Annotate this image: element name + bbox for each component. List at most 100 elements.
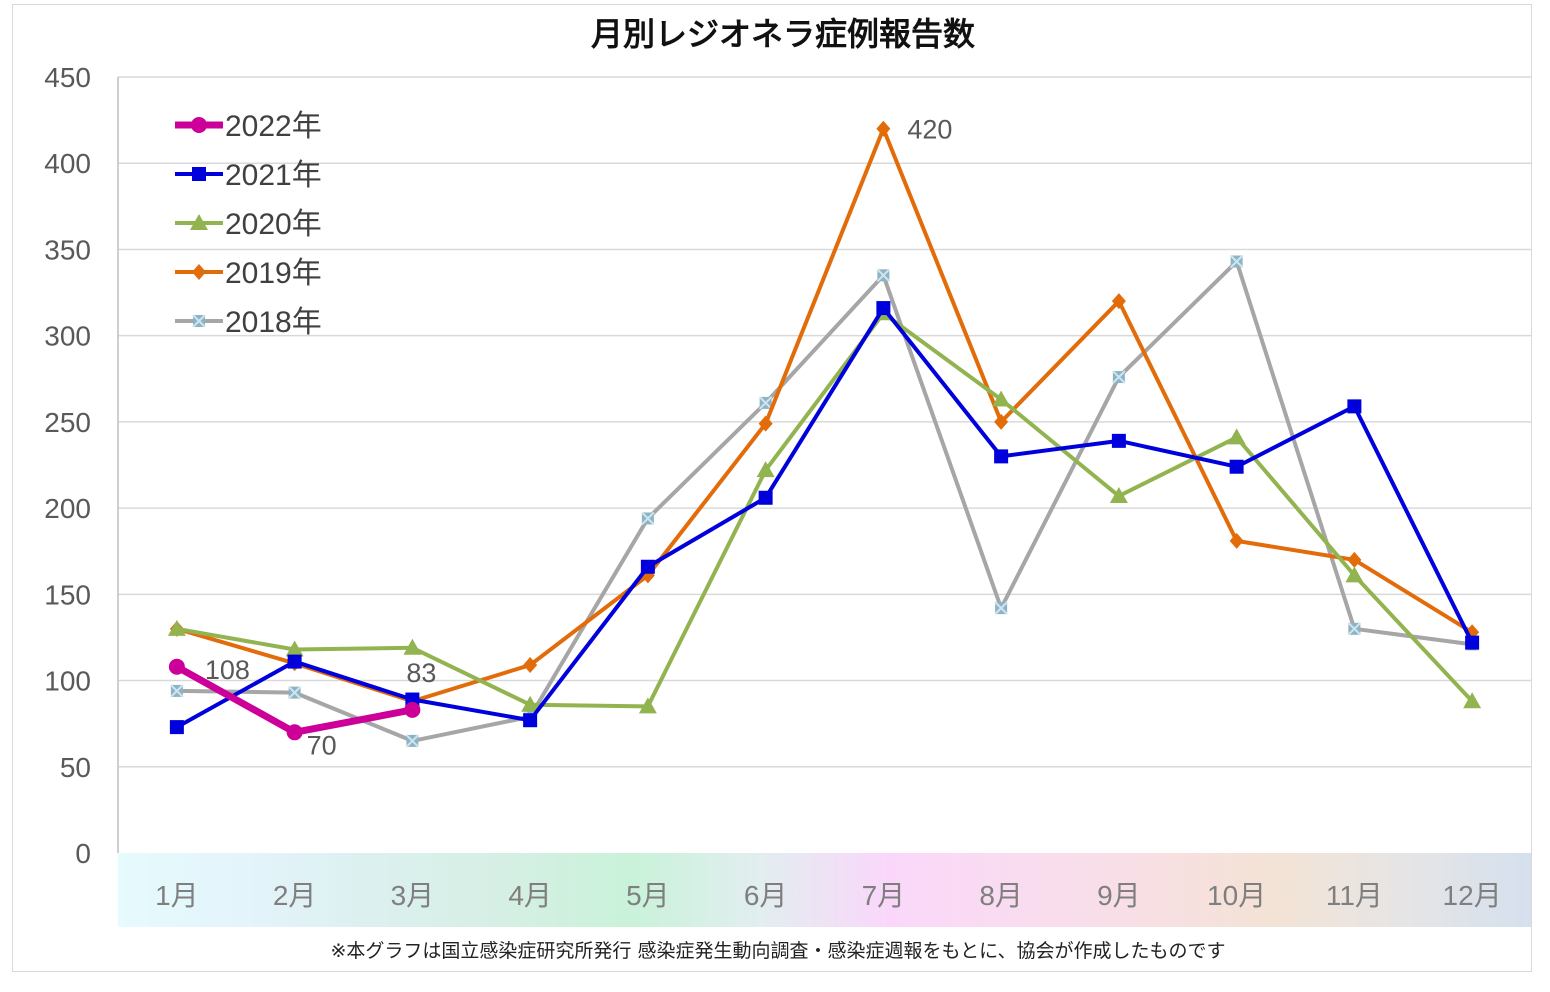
marker-triangle (1345, 566, 1364, 583)
marker-square (192, 167, 206, 181)
x-tick-label: 11月 (1326, 880, 1383, 911)
marker-x-square (1229, 254, 1244, 269)
marker-triangle (1109, 487, 1128, 504)
marker-x-stroke (641, 511, 655, 526)
legend-item: 2021年 (175, 159, 322, 192)
marker-x-square (876, 268, 891, 283)
marker-diamond (1347, 551, 1362, 568)
data-label: 108 (205, 655, 250, 685)
marker-square (640, 559, 655, 574)
marker-square (1465, 635, 1480, 650)
marker-square (1111, 433, 1126, 448)
marker-diamond (192, 264, 206, 280)
marker-x-square (170, 684, 184, 698)
marker-square (169, 720, 184, 735)
y-tick-label: 300 (44, 321, 91, 352)
marker-circle (168, 658, 185, 675)
x-tick-label: 7月 (862, 880, 906, 911)
marker-x-stroke (170, 684, 184, 698)
legend-label: 2021年 (225, 159, 322, 192)
marker-x-stroke (994, 601, 1008, 615)
marker-circle (286, 724, 303, 741)
marker-diamond (523, 657, 538, 674)
line-chart: 月別レジオネラ症例報告数 0 50 100 150 200 250 300 350 400 450… (44, 15, 1531, 962)
marker-x-square (405, 734, 420, 748)
marker-x-square (758, 396, 773, 410)
marker-x-square (192, 314, 206, 328)
data-label: 420 (907, 115, 952, 145)
marker-diamond (758, 415, 773, 432)
legend-item: 2020年 (175, 208, 322, 241)
series-line (175, 306, 1474, 729)
marker-triangle (167, 619, 186, 636)
y-tick-label: 400 (44, 148, 91, 179)
marker-triangle (756, 461, 775, 478)
legend-label: 2022年 (225, 110, 322, 143)
series-line (176, 259, 1473, 743)
marker-square (994, 449, 1009, 464)
data-label: 83 (406, 658, 436, 688)
chart-footnote: ※本グラフは国立感染症研究所発行 感染症発生動向調査・感染症週報をもとに、協会が… (330, 940, 1225, 962)
x-tick-label: 3月 (391, 880, 435, 911)
marker-x-square (1112, 370, 1126, 384)
legend-label: 2018年 (225, 306, 322, 339)
marker-x-stroke (405, 734, 420, 748)
x-tick-label: 9月 (1097, 880, 1141, 911)
x-tick-label: 1月 (155, 880, 199, 911)
marker-x-stroke (758, 396, 773, 410)
marker-triangle (521, 695, 540, 712)
y-tick-label: 100 (44, 666, 91, 697)
marker-square (287, 654, 302, 669)
marker-triangle (638, 697, 657, 714)
marker-triangle (1463, 692, 1482, 709)
marker-x-stroke (287, 685, 302, 700)
marker-circle (191, 117, 207, 133)
x-tick-label: 6月 (744, 880, 788, 911)
x-tick-label: 5月 (626, 880, 670, 911)
x-tick-label: 12月 (1443, 880, 1502, 911)
marker-triangle (285, 640, 304, 657)
marker-triangle (190, 214, 208, 230)
legend-label: 2020年 (225, 208, 322, 241)
marker-square (1229, 459, 1244, 474)
marker-square (523, 713, 538, 728)
marker-x-stroke (1229, 254, 1244, 269)
marker-x-square (287, 685, 302, 700)
marker-triangle (1227, 428, 1246, 445)
y-tick-label: 50 (60, 752, 91, 783)
marker-x-square (994, 601, 1008, 615)
x-tick-label: 4月 (508, 880, 552, 911)
legend-item: 2022年 (175, 110, 322, 143)
legend-label: 2019年 (225, 257, 322, 290)
marker-diamond (1229, 532, 1244, 549)
y-tick-label: 150 (44, 579, 91, 610)
marker-diamond (1111, 293, 1126, 310)
marker-triangle (992, 390, 1011, 407)
marker-diamond (994, 413, 1009, 430)
marker-x-stroke (876, 268, 891, 283)
chart-title: 月別レジオネラ症例報告数 (591, 15, 976, 53)
legend-item: 2018年 (175, 306, 322, 339)
y-tick-label: 250 (44, 407, 91, 438)
marker-x-stroke (1112, 370, 1126, 384)
x-tick-label: 2月 (273, 880, 317, 911)
data-label: 70 (307, 730, 337, 760)
marker-x-stroke (192, 314, 206, 328)
marker-square (1347, 399, 1362, 414)
y-tick-label: 0 (75, 838, 91, 869)
marker-x-stroke (1347, 622, 1362, 636)
y-tick-label: 450 (44, 62, 91, 93)
marker-x-square (1347, 622, 1362, 636)
x-axis-band (118, 853, 1531, 927)
marker-triangle (403, 638, 422, 655)
x-tick-label: 10月 (1207, 880, 1266, 911)
series-line (176, 311, 1474, 709)
marker-x-square (641, 511, 655, 526)
y-tick-label: 350 (44, 234, 91, 265)
chart-frame: 月別レジオネラ症例報告数 0 50 100 150 200 250 300 350 400 450… (12, 4, 1532, 972)
x-tick-label: 8月 (979, 880, 1023, 911)
series-line (176, 126, 1474, 704)
y-tick-label: 200 (44, 493, 91, 524)
marker-square (758, 490, 773, 505)
marker-circle (404, 701, 421, 718)
